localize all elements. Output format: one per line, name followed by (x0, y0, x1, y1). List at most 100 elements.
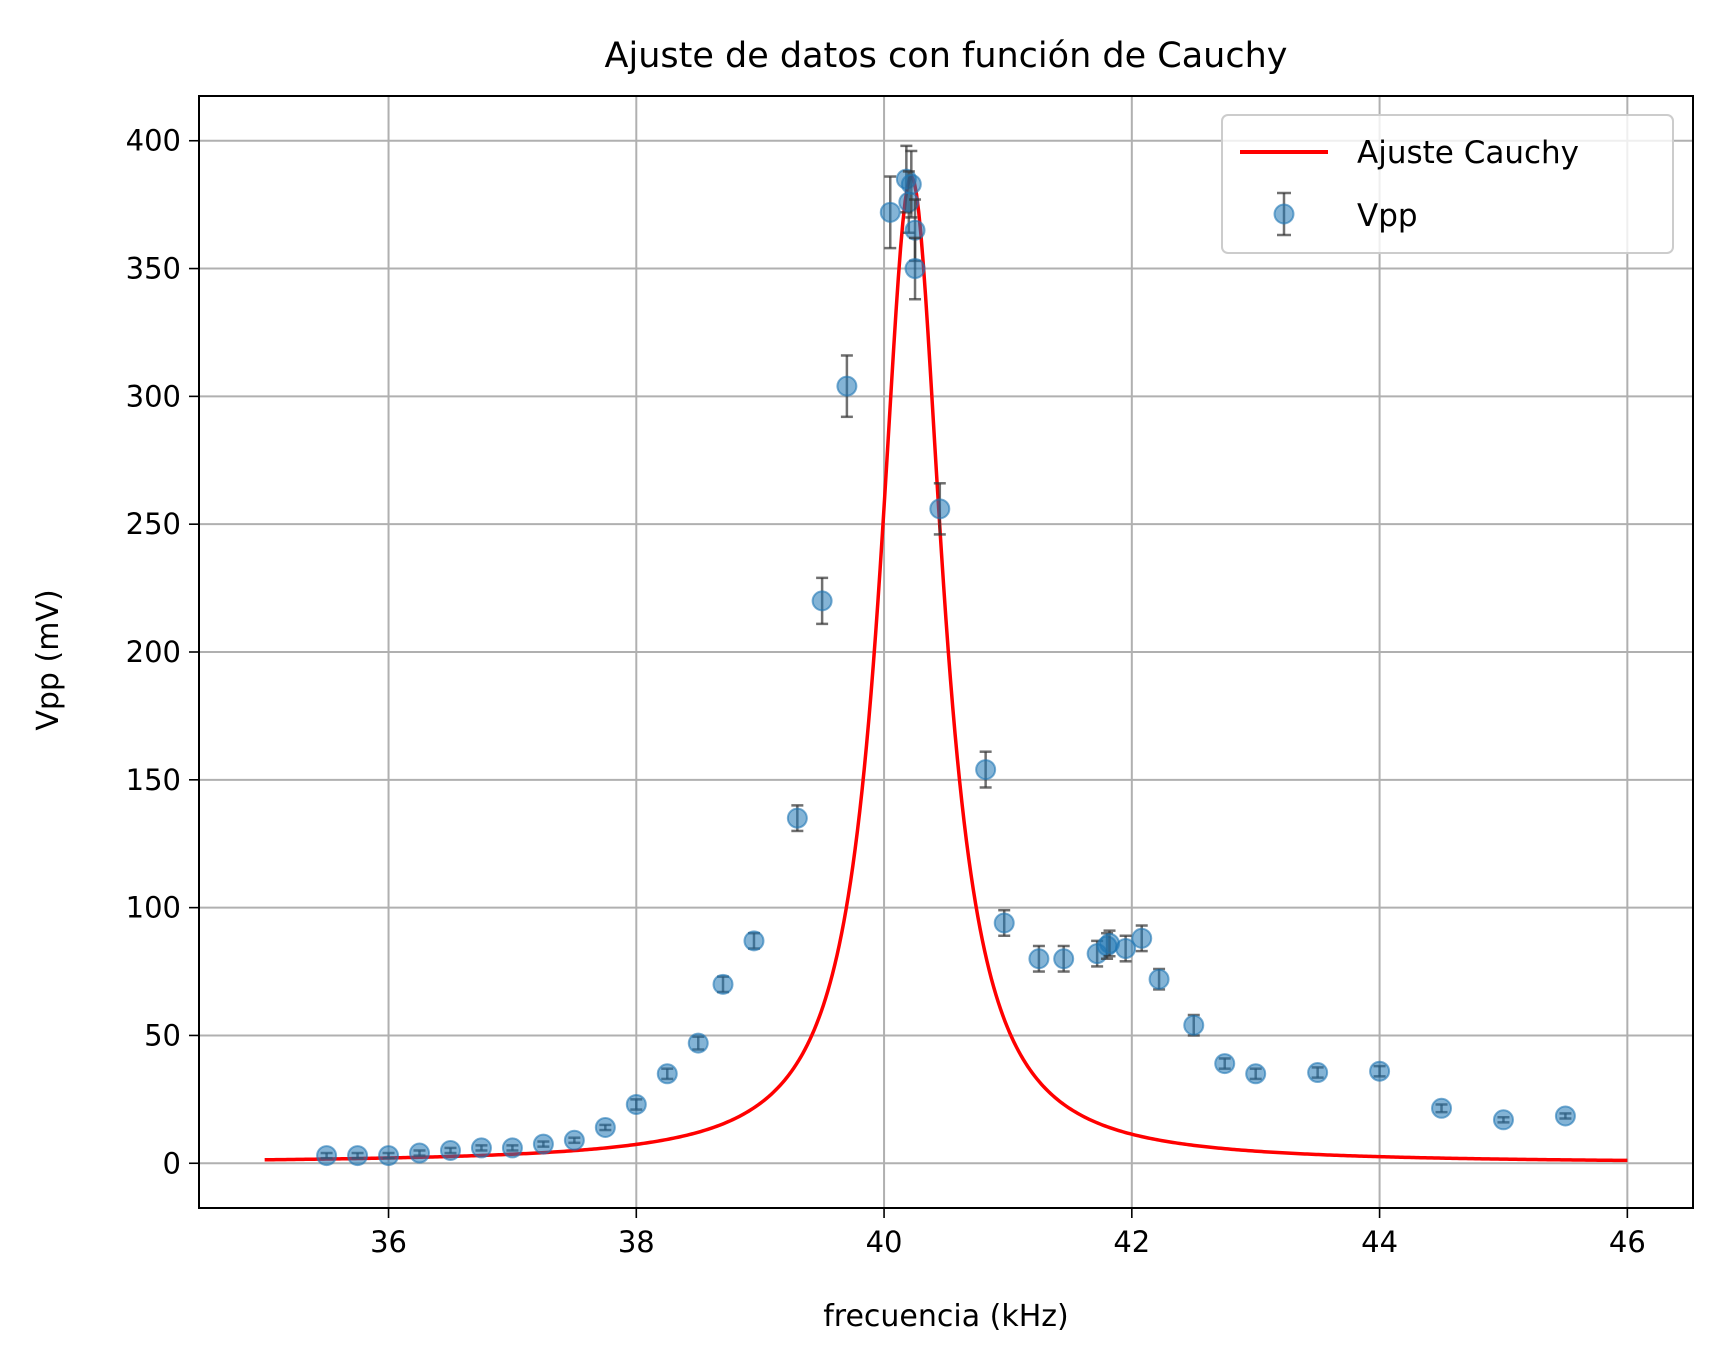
data-point (1148, 967, 1170, 991)
data-point (1115, 934, 1137, 963)
y-tick-label: 200 (126, 635, 181, 669)
data-marker (1492, 1109, 1514, 1131)
chart-title: Ajuste de datos con función de Cauchy (605, 36, 1288, 76)
data-marker (1115, 938, 1137, 960)
data-point (347, 1145, 369, 1167)
tick-layer: 36 38 40 42 44 46 0 50 100 150 200 250 300 350 400 (126, 124, 1646, 1259)
data-point (625, 1093, 647, 1115)
data-marker (1214, 1053, 1236, 1075)
data-marker (993, 912, 1015, 934)
data-marker (1131, 927, 1153, 949)
x-tick-label: 36 (370, 1225, 407, 1259)
data-marker (1307, 1062, 1329, 1084)
data-marker (532, 1133, 554, 1155)
fit-curve-line (264, 174, 1628, 1163)
data-marker (900, 173, 922, 195)
data-marker (563, 1129, 585, 1151)
data-point (975, 750, 997, 789)
y-tick-label: 250 (126, 507, 181, 541)
x-tick-label: 44 (1361, 1225, 1398, 1259)
data-point (1554, 1105, 1576, 1127)
data-marker (904, 258, 926, 280)
legend-marker-swatch (1273, 203, 1295, 225)
data-point (1369, 1060, 1391, 1082)
grid-layer (199, 96, 1693, 1208)
data-point (563, 1129, 585, 1151)
data-marker (656, 1063, 678, 1085)
data-marker (1053, 948, 1075, 970)
data-marker (378, 1145, 400, 1167)
data-point (532, 1133, 554, 1155)
data-point (687, 1032, 709, 1054)
data-point (1492, 1109, 1514, 1131)
data-marker (1369, 1060, 1391, 1082)
legend-label-data: Vpp (1357, 198, 1418, 234)
data-point (786, 804, 808, 833)
data-point (1053, 944, 1075, 973)
data-marker (470, 1137, 492, 1159)
data-marker (1431, 1097, 1453, 1119)
data-marker (975, 759, 997, 781)
x-tick-label: 42 (1113, 1225, 1150, 1259)
y-tick-label: 0 (163, 1146, 181, 1180)
data-marker (929, 498, 951, 520)
data-marker (409, 1142, 431, 1164)
y-tick-label: 300 (126, 379, 181, 413)
data-marker (879, 201, 901, 223)
data-point (378, 1145, 400, 1167)
data-marker (625, 1093, 647, 1115)
data-point (993, 908, 1015, 938)
data-point (501, 1137, 523, 1159)
data-point (439, 1139, 461, 1161)
data-marker (316, 1145, 338, 1167)
x-tick-label: 40 (866, 1225, 903, 1259)
data-point (1099, 929, 1121, 958)
data-marker (1245, 1063, 1267, 1085)
data-marker (786, 807, 808, 829)
x-tick-label: 46 (1609, 1225, 1646, 1259)
data-point (811, 576, 833, 626)
data-point (470, 1137, 492, 1159)
data-marker (743, 930, 765, 952)
data-marker (594, 1116, 616, 1138)
y-tick-label: 50 (144, 1018, 181, 1052)
data-marker (501, 1137, 523, 1159)
data-point (409, 1142, 431, 1164)
data-point (1214, 1053, 1236, 1075)
data-point (904, 236, 926, 301)
data-point (712, 973, 734, 995)
data-marker (836, 375, 858, 397)
data-point (656, 1063, 678, 1085)
data-marker (1554, 1105, 1576, 1127)
data-marker (1148, 968, 1170, 990)
y-tick-label: 400 (126, 124, 181, 158)
data-point (1131, 924, 1153, 953)
data-marker (712, 973, 734, 995)
x-tick-label: 38 (618, 1225, 655, 1259)
data-point (836, 354, 858, 419)
data-point (1028, 944, 1050, 973)
fit-curve-layer (264, 174, 1628, 1163)
y-tick-label: 100 (126, 891, 181, 925)
data-marker (1183, 1014, 1205, 1036)
data-marker (439, 1139, 461, 1161)
y-axis-label: Vpp (mV) (31, 589, 66, 730)
legend-box (1221, 114, 1674, 254)
data-points-layer (316, 144, 1576, 1167)
x-axis-label: frecuencia (kHz) (823, 1299, 1069, 1334)
data-marker (1028, 948, 1050, 970)
y-tick-label: 150 (126, 763, 181, 797)
data-marker (347, 1145, 369, 1167)
data-point (594, 1116, 616, 1138)
data-point (743, 930, 765, 952)
legend: Ajuste Cauchy Vpp (1221, 114, 1674, 254)
data-point (879, 175, 901, 250)
data-point (316, 1145, 338, 1167)
data-point (1245, 1063, 1267, 1085)
data-marker (811, 590, 833, 612)
data-point (1307, 1062, 1329, 1084)
data-marker (687, 1032, 709, 1054)
legend-label-fit: Ajuste Cauchy (1357, 135, 1579, 171)
data-point (1431, 1097, 1453, 1119)
